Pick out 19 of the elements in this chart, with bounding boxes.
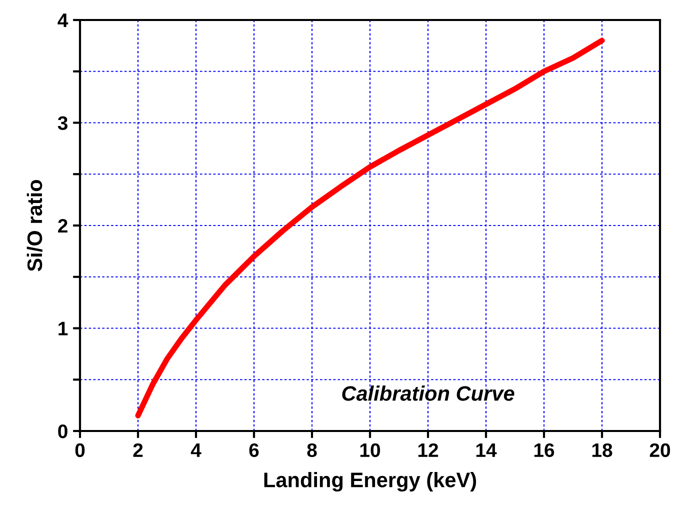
y-axis-title: Si/O ratio — [26, 180, 42, 272]
x-tick-label: 12 — [418, 443, 438, 457]
x-tick-label: 4 — [190, 444, 202, 457]
x-tick-label: 18 — [592, 443, 612, 458]
x-tick-label: 20 — [650, 443, 670, 458]
x-tick-label: 10 — [360, 443, 380, 458]
y-tick-label: 0 — [58, 424, 68, 438]
y-tick-label: 2 — [58, 218, 68, 233]
x-tick-label: 0 — [75, 443, 85, 458]
y-tick-label: 3 — [58, 116, 68, 130]
x-tick-label: 8 — [307, 443, 317, 458]
annotation: Calibration Curve — [342, 386, 514, 401]
x-tick-label: 6 — [249, 443, 259, 458]
x-tick-label: 2 — [133, 443, 143, 457]
y-tick-label: 1 — [58, 322, 68, 336]
x-axis-title: Landing Energy (keV) — [264, 472, 476, 492]
x-tick-label: 14 — [476, 444, 497, 457]
y-tick-label: 4 — [58, 14, 68, 28]
x-tick-label: 16 — [534, 443, 554, 458]
